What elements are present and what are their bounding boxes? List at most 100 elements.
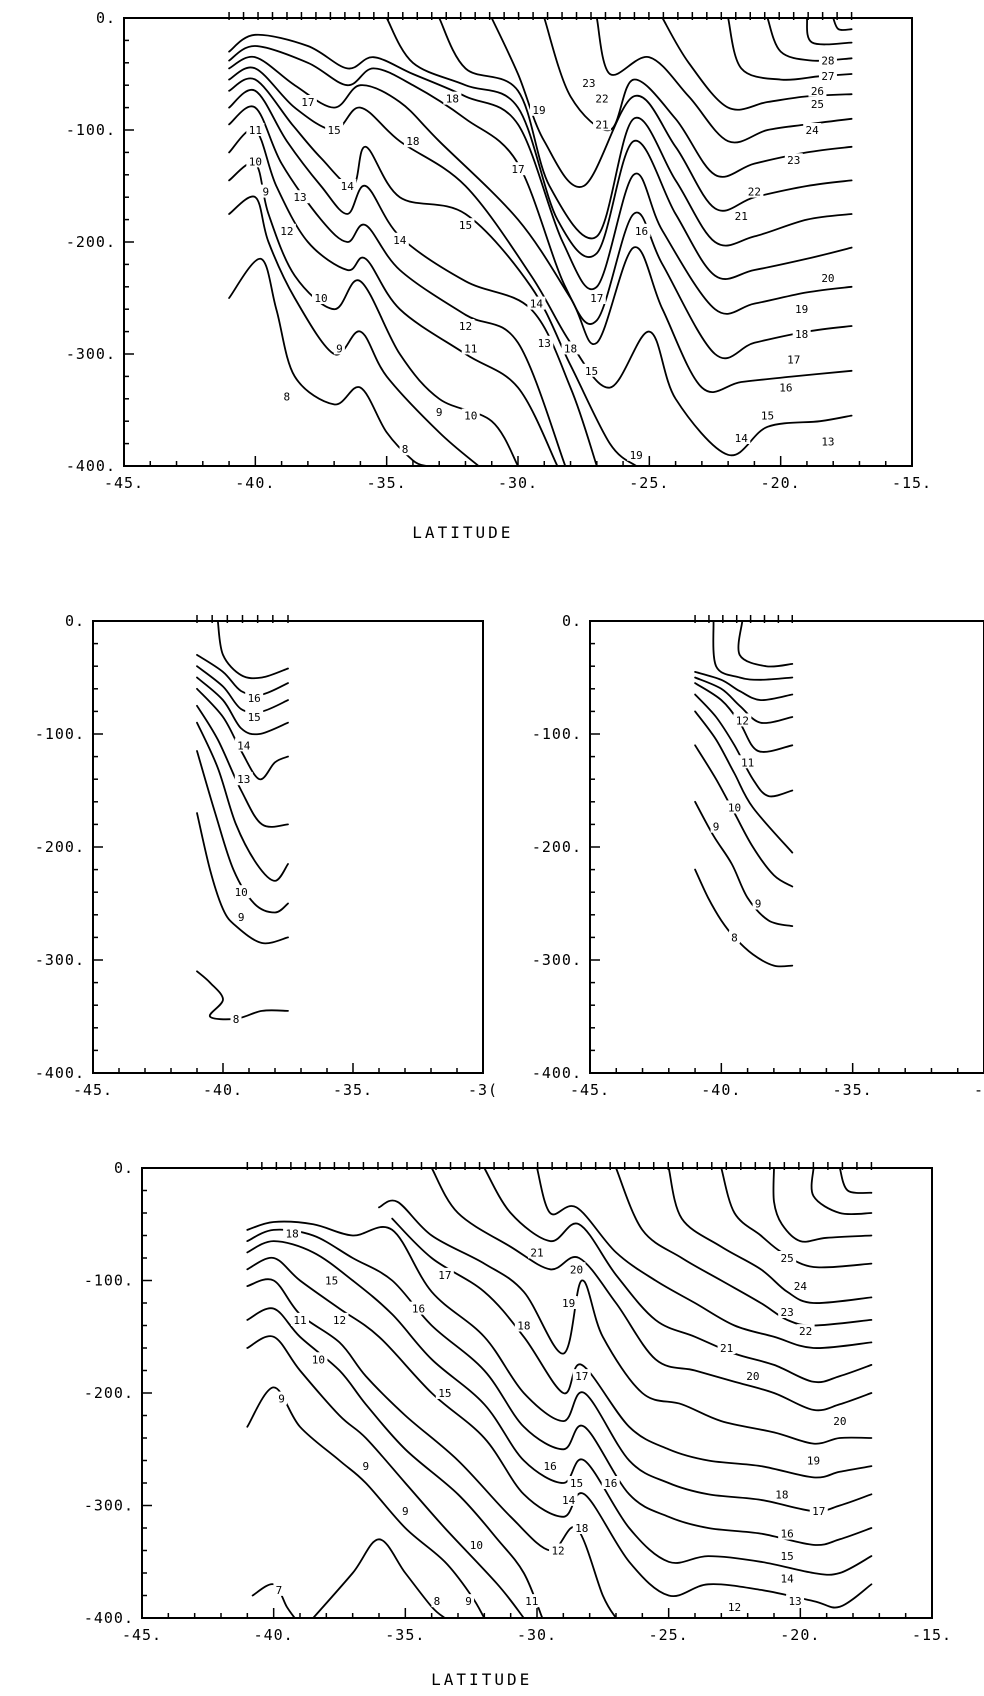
x-tick-label: -25. — [629, 474, 669, 492]
x-tick-label: -35. — [385, 1626, 425, 1644]
contour-line-16 — [712, 620, 794, 681]
contour-label-bg — [522, 1594, 541, 1608]
contour-label: 18 — [775, 1488, 788, 1501]
contour-label-bg — [627, 447, 646, 461]
contour-label-bg — [514, 1318, 533, 1332]
contour-label: 9 — [363, 1460, 370, 1473]
contour-label: 17 — [812, 1505, 825, 1518]
contour-label: 27 — [821, 70, 834, 83]
contour-label: 24 — [806, 124, 820, 137]
contour-label: 16 — [544, 1460, 557, 1473]
x-tick-label: -30. — [517, 1626, 557, 1644]
contour-label: 12 — [728, 1601, 741, 1614]
contour-label: 9 — [278, 1393, 285, 1406]
x-tick-label: -3( — [468, 1081, 498, 1099]
contour-label: 21 — [530, 1246, 543, 1259]
contour-label-bg — [281, 389, 293, 403]
contour-label: 14 — [781, 1573, 795, 1586]
contour-label-bg — [527, 296, 546, 310]
contour-label: 16 — [779, 382, 792, 395]
x-tick-label: -40. — [254, 1626, 294, 1644]
plot-frame — [92, 620, 484, 1074]
contour-label: 9 — [238, 911, 245, 924]
contour-label-bg — [325, 123, 344, 136]
contour-label-bg — [778, 1549, 797, 1563]
contour-line-26 — [810, 1167, 873, 1216]
contour-line-14 — [246, 1240, 873, 1576]
x-tick-label: -45. — [122, 1626, 162, 1644]
contour-label-bg — [567, 1476, 586, 1489]
contour-label-bg — [330, 1312, 349, 1326]
contour-label: 15 — [325, 1275, 338, 1288]
contour-label: 20 — [833, 1415, 846, 1428]
contour-label: 26 — [811, 85, 824, 98]
contour-line-14 — [694, 676, 794, 724]
contour-label-bg — [728, 930, 740, 944]
contour-label: 10 — [314, 292, 327, 305]
y-tick-label: -300. — [35, 951, 85, 969]
contour-label: 17 — [590, 292, 603, 305]
contour-line-17 — [391, 1217, 873, 1479]
contour-label: 12 — [280, 225, 293, 238]
contour-line-13 — [228, 88, 598, 467]
x-axis-title: LATITUDE — [431, 1670, 532, 1689]
contour-label-bg — [456, 218, 475, 232]
contour-line-11 — [228, 128, 559, 467]
contour-label-bg — [509, 162, 527, 176]
x-tick-label: -40. — [701, 1081, 741, 1099]
contour-label: 12 — [736, 714, 749, 727]
y-tick-label: 0. — [96, 9, 116, 27]
contour-label: 16 — [248, 692, 261, 705]
contour-label-bg — [582, 363, 601, 377]
contour-label-bg — [593, 117, 612, 131]
contour-label: 15 — [761, 410, 774, 423]
contour-line-15 — [196, 665, 289, 714]
y-tick-label: -300. — [84, 1497, 134, 1515]
x-tick-label: -30. — [498, 474, 538, 492]
contour-label: 23 — [582, 77, 595, 90]
contour-label-bg — [535, 335, 554, 349]
contour-label-bg — [579, 75, 598, 89]
x-tick-label: -3 — [974, 1081, 984, 1099]
y-tick-label: -400. — [532, 1064, 582, 1082]
contour-label-bg — [818, 434, 837, 448]
y-tick-label: -300. — [66, 345, 116, 363]
contour-label: 17 — [301, 96, 314, 109]
contour-label-bg — [572, 1521, 591, 1534]
contour-label: 8 — [731, 931, 738, 944]
contour-label: 18 — [446, 93, 459, 106]
contour-label: 16 — [781, 1528, 794, 1541]
contour-label-bg — [409, 1301, 428, 1315]
contour-label-bg — [246, 123, 265, 136]
contour-label-bg — [803, 123, 822, 136]
contour-label-bg — [435, 1386, 454, 1399]
contour-label: 8 — [402, 443, 409, 456]
contour-label: 17 — [438, 1269, 451, 1282]
contour-label: 10 — [312, 1353, 325, 1366]
contour-label-bg — [435, 1267, 454, 1281]
contour-label-bg — [312, 291, 330, 304]
contour-label: 18 — [406, 135, 419, 148]
y-tick-label: 0. — [114, 1159, 134, 1177]
contour-line-28 — [832, 17, 853, 31]
contour-label-bg — [245, 690, 264, 704]
contour-label-bg — [399, 1504, 411, 1518]
contour-line-14 — [228, 77, 638, 467]
contour-label-bg — [758, 408, 777, 422]
contour-line-13 — [246, 1256, 873, 1609]
x-tick-label: -45. — [104, 474, 144, 492]
contour-label: 9 — [465, 1595, 472, 1608]
contour-label: 10 — [235, 886, 248, 899]
contour-label: 18 — [795, 328, 808, 341]
contour-label-bg — [593, 91, 612, 105]
contour-label-bg — [796, 1324, 815, 1338]
contour-label: 23 — [781, 1306, 794, 1319]
contour-label-bg — [235, 910, 247, 924]
contour-line-11 — [246, 1307, 544, 1619]
contour-label-bg — [276, 1391, 288, 1405]
contour-label: 7 — [276, 1584, 283, 1597]
contour-line-11 — [196, 721, 289, 882]
contour-label-bg — [260, 184, 272, 198]
contour-label: 22 — [595, 93, 608, 106]
y-tick-label: -400. — [84, 1609, 134, 1627]
